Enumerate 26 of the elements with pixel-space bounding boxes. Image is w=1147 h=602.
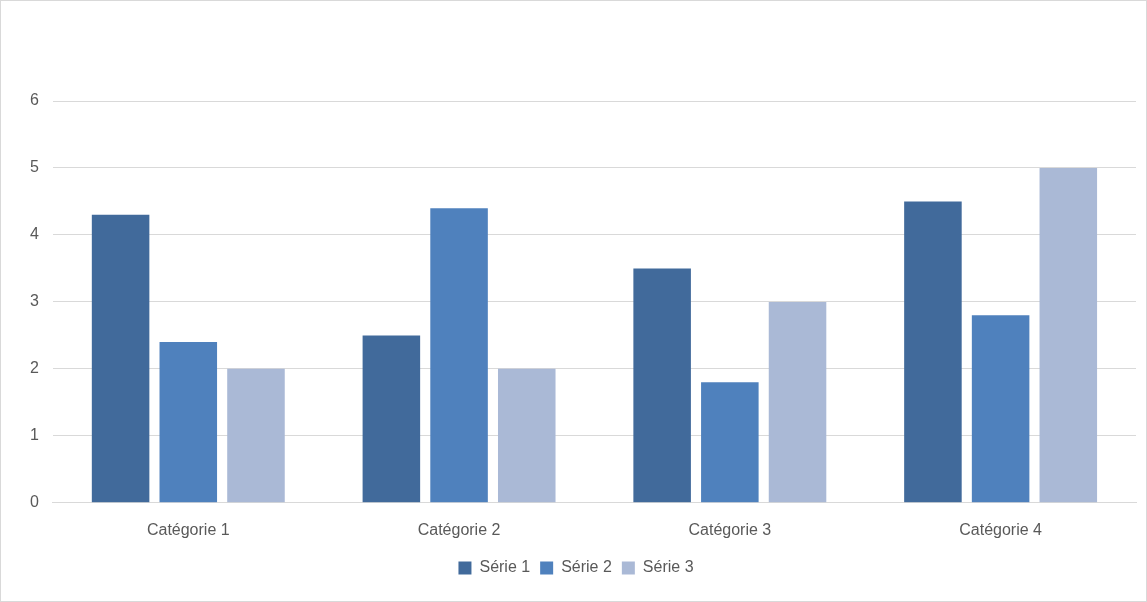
y-tick-label: 2 (29, 359, 39, 377)
legend-label: Série 3 (642, 558, 694, 576)
legend-label: Série 2 (561, 558, 612, 576)
x-tick-label: Catégorie 2 (417, 520, 501, 538)
bar (701, 382, 759, 503)
y-tick-label: 4 (29, 225, 39, 243)
bar (362, 335, 421, 503)
bar (430, 208, 488, 503)
legend-label: Série 1 (479, 558, 531, 576)
y-tick-label: 0 (29, 493, 39, 511)
y-tick-label: 6 (29, 91, 39, 109)
bar (768, 301, 827, 503)
bar (971, 315, 1030, 503)
y-tick-label: 5 (29, 158, 39, 176)
y-tick-label: 3 (29, 292, 39, 310)
x-tick-label: Catégorie 4 (959, 520, 1043, 538)
bar (1039, 167, 1098, 503)
y-tick-label: 1 (29, 426, 39, 444)
x-tick-label: Catégorie 3 (688, 520, 772, 538)
x-tick-label: Catégorie 1 (146, 520, 230, 538)
bar (633, 268, 691, 503)
bar (91, 214, 150, 503)
bar (904, 201, 962, 503)
bar (497, 368, 556, 503)
bar (159, 342, 218, 503)
bar (227, 368, 285, 503)
